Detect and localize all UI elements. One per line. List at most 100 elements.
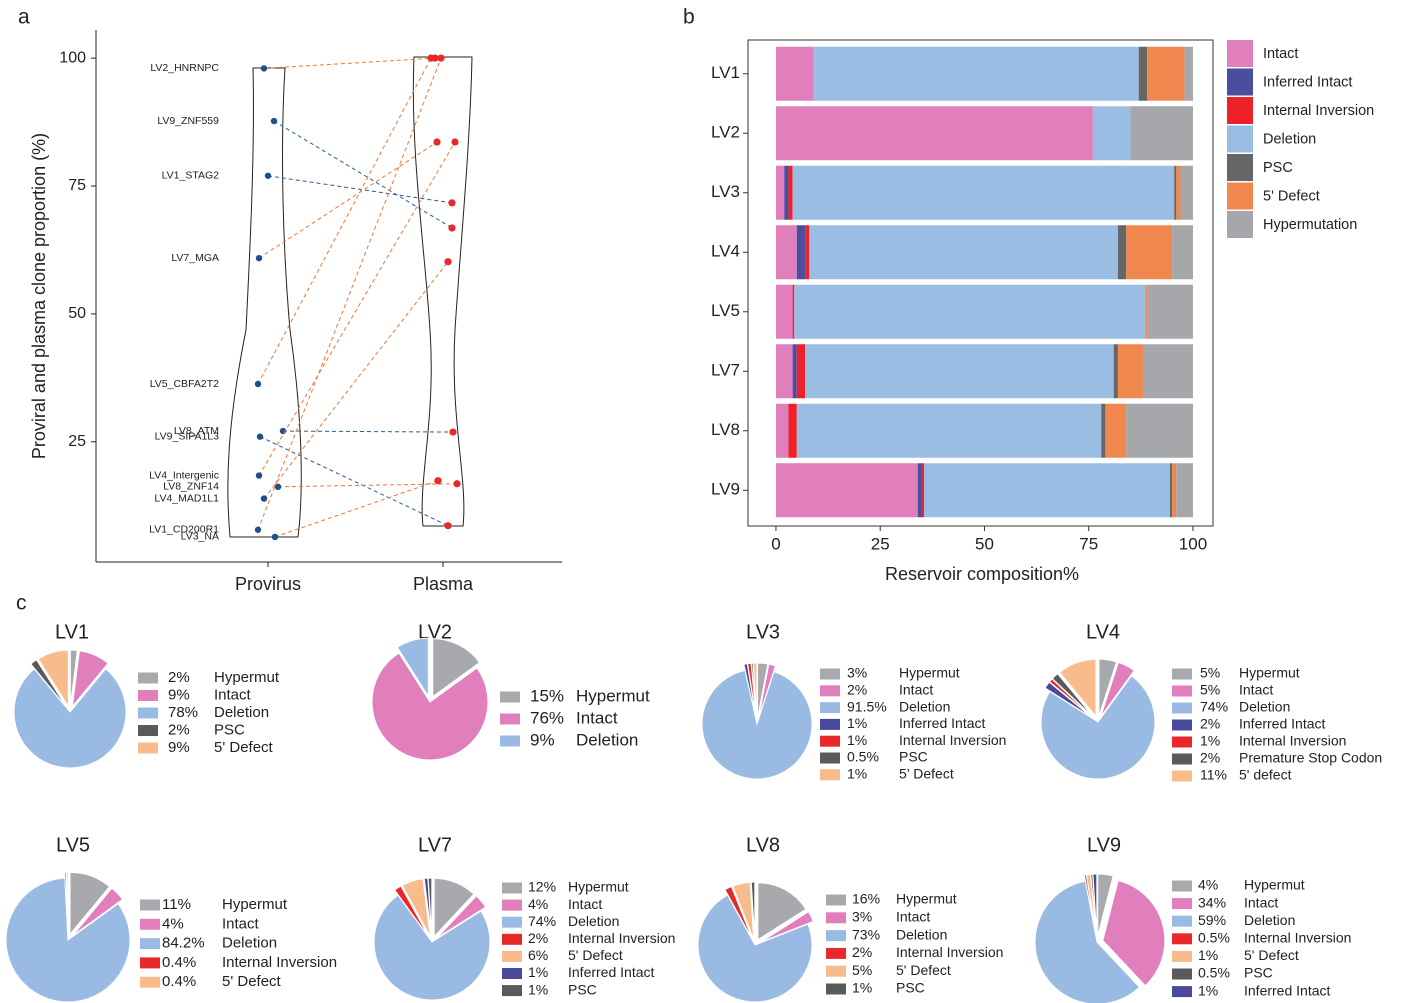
legend-label: 5' Defect [1244, 947, 1299, 963]
bar-segment [1126, 403, 1193, 458]
legend-label: Intact [899, 682, 933, 698]
clone-label: LV5_CBFA2T2 [150, 378, 219, 390]
pie-title: LV4 [1086, 621, 1120, 643]
pie-title: LV9 [1087, 834, 1121, 856]
pie-slice [1051, 673, 1095, 718]
legend-label: PSC [899, 749, 928, 765]
bar-segment [1117, 344, 1143, 399]
legend-value: 5% [852, 962, 872, 978]
pie-slice [432, 638, 481, 698]
legend-swatch [1172, 880, 1192, 892]
legend-label: PSC [1244, 965, 1273, 981]
legend-label: 5' Defect [214, 739, 274, 756]
bar-segment [1176, 165, 1181, 220]
x-tick-label: 25 [871, 534, 890, 553]
bar-segment [788, 403, 797, 458]
clone-label: LV1_CD200R1 [149, 524, 219, 536]
legend-value: 76% [530, 708, 564, 727]
legend-swatch [138, 690, 158, 701]
legend-label: Inferred Intact [1263, 74, 1352, 90]
pie-slice [697, 894, 813, 1003]
bar-segment [775, 106, 1093, 161]
y-axis-title: Proviral and plasma clone proportion (%) [29, 133, 49, 459]
pie-slice [69, 871, 111, 936]
bar-segment [1172, 225, 1193, 280]
legend-value: 4% [528, 896, 548, 912]
plasma-point [453, 480, 461, 488]
legend-value: 9% [530, 730, 555, 749]
legend-label: Hypermut [222, 896, 288, 913]
bar-segment [805, 344, 1114, 399]
y-tick-label: LV2 [711, 123, 740, 142]
legend-swatch [820, 685, 840, 697]
y-tick-label: 50 [68, 305, 86, 322]
provirus-point [260, 495, 268, 502]
bar-segment [805, 225, 810, 280]
clone-link [257, 57, 442, 530]
legend-swatch [1172, 950, 1192, 962]
pie-slice [433, 877, 475, 938]
bar-segment [923, 463, 1171, 518]
plasma-point [434, 477, 442, 485]
pie-title: LV5 [56, 834, 90, 856]
clone-link [267, 175, 453, 204]
pie-slice [1040, 675, 1156, 780]
legend-swatch [826, 930, 846, 942]
legend-value: 1% [1200, 733, 1220, 749]
clone-label: LV4_Intergenic [149, 469, 219, 481]
legend-swatch [1227, 40, 1253, 67]
plasma-point [451, 138, 459, 146]
legend-swatch [1172, 753, 1192, 765]
legend-label: Deletion [1239, 699, 1290, 715]
y-tick-label: LV4 [711, 242, 740, 261]
legend-swatch [820, 668, 840, 680]
pie-slice [757, 662, 769, 719]
legend-swatch [502, 882, 522, 894]
legend-label: Intact [896, 909, 930, 925]
legend-swatch [1172, 668, 1192, 680]
plasma-point [427, 54, 435, 62]
legend-swatch [138, 742, 158, 754]
legend-value: 1% [528, 964, 548, 980]
bar-segment [809, 225, 1118, 280]
legend-label: Hypermut [576, 686, 650, 705]
legend-label: Deletion [899, 698, 950, 714]
clone-label: LV9_ZNF559 [157, 115, 219, 127]
bar-segment [1147, 284, 1193, 339]
pie-title: LV7 [418, 834, 452, 856]
x-tick-label: Provirus [235, 574, 301, 594]
legend-label: Deletion [568, 913, 619, 929]
bar-segment [796, 344, 806, 399]
legend-value: 74% [528, 913, 556, 929]
legend-swatch [1172, 915, 1192, 927]
pie-slice [701, 669, 813, 780]
pie-slice [65, 871, 69, 935]
legend-swatch [1172, 736, 1192, 748]
provirus-point [260, 65, 268, 72]
legend-value: 3% [852, 909, 872, 925]
pie-slice [750, 881, 756, 940]
pie-slice [1034, 880, 1141, 1003]
legend-value: 11% [162, 896, 191, 913]
bar-segment [796, 403, 1102, 458]
legend-label: 5' Defect [1263, 188, 1320, 204]
pie-slice [1100, 661, 1135, 717]
bar-segment [792, 165, 1175, 220]
legend-value: 1% [847, 732, 867, 748]
provirus-point [254, 526, 262, 533]
y-tick-label: LV3 [711, 182, 740, 201]
legend-label: 5’ Defect [899, 766, 954, 782]
legend-label: Deletion [896, 926, 947, 942]
x-tick-label: 50 [975, 534, 994, 553]
pie-slice [1097, 873, 1114, 937]
plot-frame [747, 39, 1214, 527]
y-tick-label: LV5 [711, 301, 740, 320]
legend-swatch [502, 899, 522, 911]
legend-value: 5% [1200, 665, 1220, 681]
legend-label: Internal Inversion [896, 944, 1003, 960]
legend-value: 74% [1200, 699, 1228, 715]
bar-segment [775, 463, 918, 518]
legend-value: 34% [1198, 894, 1226, 910]
legend-value: 5% [1200, 682, 1220, 698]
